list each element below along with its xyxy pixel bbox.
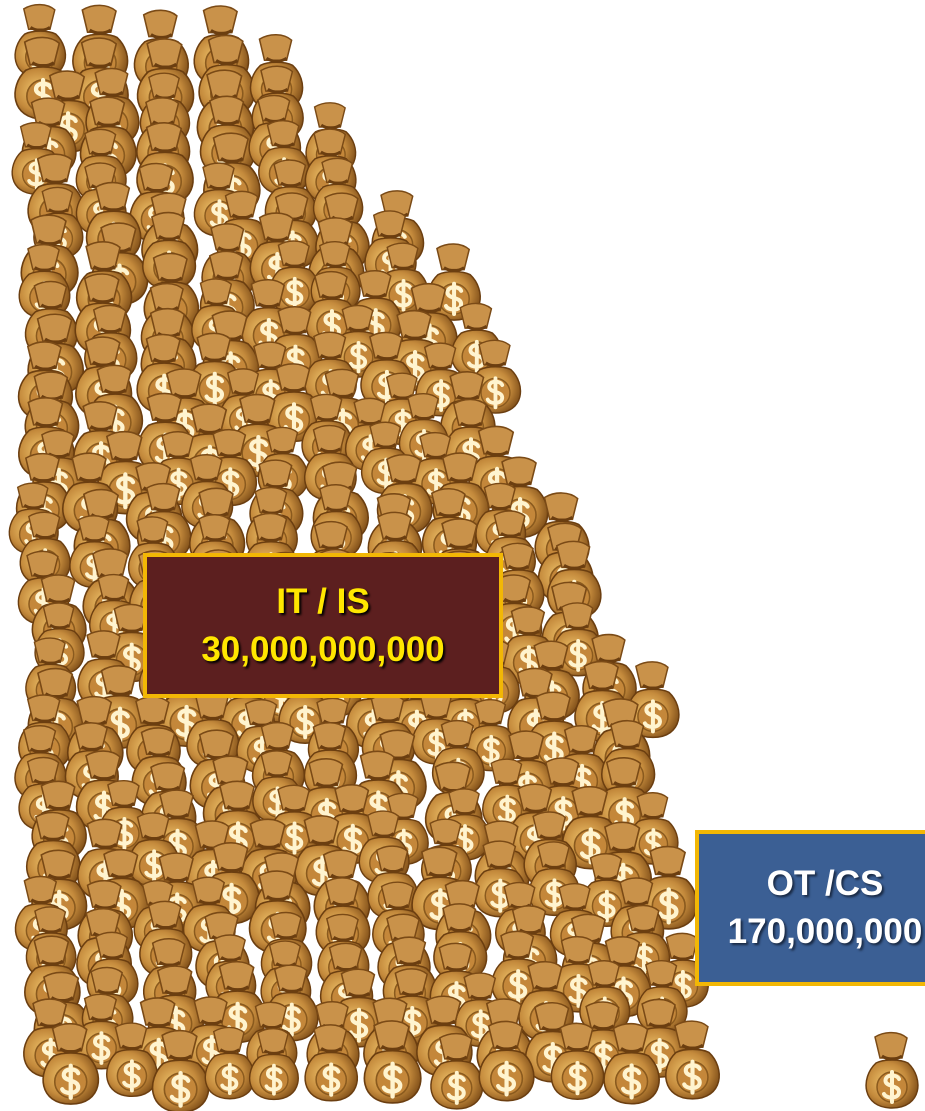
stage: IT / IS 30,000,000,000 OT /CS 170,000,00… [0, 0, 925, 1111]
page: IT / IS 30,000,000,000 OT /CS 170,000,00… [0, 0, 925, 1111]
label-title: IT / IS [276, 578, 369, 626]
label-amount: 30,000,000,000 [201, 626, 444, 674]
it-is-label: IT / IS 30,000,000,000 [143, 553, 503, 698]
label-title: OT /CS [767, 860, 884, 908]
money-bag [866, 1033, 918, 1108]
ot-cs-label: OT /CS 170,000,000 [695, 830, 925, 986]
label-amount: 170,000,000 [728, 908, 923, 956]
